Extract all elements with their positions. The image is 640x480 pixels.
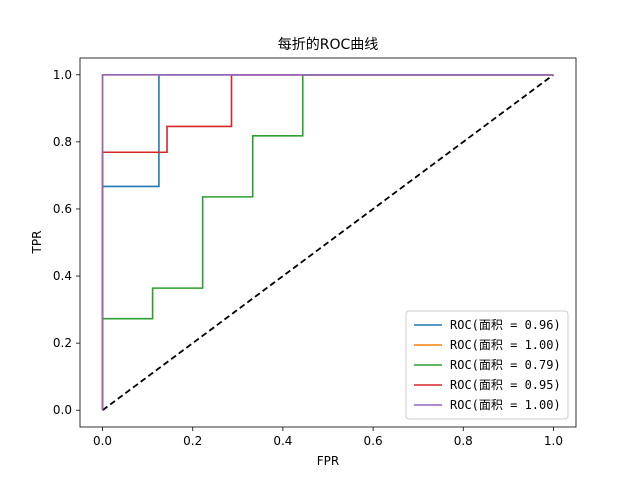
y-tick-label: 0.4 [53,269,72,283]
y-tick-label: 0.0 [53,403,72,417]
x-tick-label: 0.2 [183,434,202,448]
y-tick-label: 1.0 [53,68,72,82]
y-tick-label: 0.8 [53,135,72,149]
x-tick-label: 1.0 [544,434,563,448]
roc-series-line-3 [101,73,554,411]
chart-title: 每折的ROC曲线 [278,37,379,53]
x-tick-label: 0.4 [273,434,292,448]
roc-series-line-5 [101,73,554,411]
x-axis-label: FPR [317,454,339,468]
reference-diagonal-line [102,74,554,411]
legend-entry-label: ROC(面积 = 1.00) [450,338,561,352]
legend: ROC(面积 = 0.96) ROC(面积 = 1.00) ROC(面积 = 0.7… [405,310,569,420]
y-axis-label: TPR [30,231,44,255]
legend-entry-label: ROC(面积 = 0.96) [450,318,561,332]
x-tick-label: 0.0 [93,434,112,448]
legend-entry-label: ROC(面积 = 0.79) [450,358,561,372]
plot-frame [79,57,577,428]
legend-box [405,310,569,420]
legend-entry-label: ROC(面积 = 1.00) [450,398,561,412]
x-tick-label: 0.6 [364,434,383,448]
y-tick-label: 0.6 [53,202,72,216]
y-tick-label: 0.2 [53,336,72,350]
x-tick-label: 0.8 [454,434,473,448]
plot-area: 0.0 0.2 0.4 0.6 0.8 1.0 0.0 0.2 0.4 0.6 0.8 1.0 [53,57,577,448]
legend-entry-label: ROC(面积 = 0.95) [450,378,561,392]
